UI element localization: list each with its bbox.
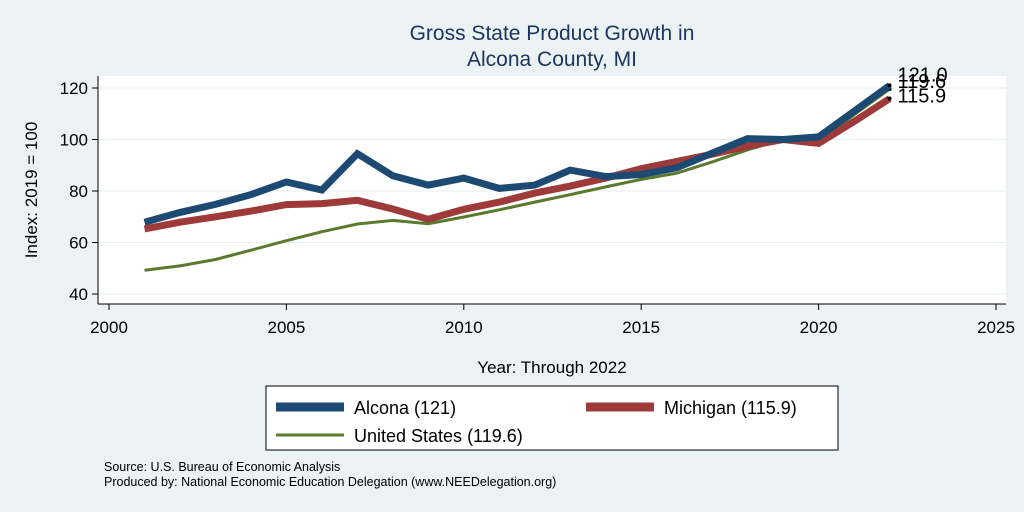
x-tick-label-2015: 2015 [622, 318, 660, 337]
y-tick-label-80: 80 [69, 182, 88, 201]
x-tick-label-2020: 2020 [800, 318, 838, 337]
y-tick-label-60: 60 [69, 234, 88, 253]
chart-title-line-1: Gross State Product Growth in [410, 22, 695, 45]
series-end-point-michigan [887, 96, 892, 101]
legend-label-michigan: Michigan (115.9) [664, 398, 797, 418]
series-end-point-alcona [887, 83, 892, 88]
legend-box [265, 385, 839, 451]
x-tick-label-2025: 2025 [977, 318, 1015, 337]
y-axis-label: Index: 2019 = 100 [22, 122, 41, 259]
end-label-united: 119.6 [898, 71, 947, 93]
x-tick-label-2000: 2000 [90, 318, 128, 337]
legend-label-alcona: Alcona (121) [354, 398, 456, 418]
legend-label-united-states: United States (119.6) [354, 426, 523, 446]
series-lines [143, 82, 892, 272]
source-note: Source: U.S. Bureau of Economic Analysis [104, 460, 341, 474]
end-label-alcona: 121.0 [898, 64, 948, 86]
y-tick-label-120: 120 [60, 79, 88, 98]
x-tick-label-2010: 2010 [445, 318, 483, 337]
y-tick-label-100: 100 [60, 131, 88, 150]
legend: Alcona (121) Michigan (115.9) United Sta… [265, 385, 839, 451]
produced-by-note: Produced by: National Economic Education… [104, 475, 557, 489]
x-tick-label-2005: 2005 [267, 318, 305, 337]
series-line-michigan [143, 95, 892, 233]
x-axis-label: Year: Through 2022 [477, 358, 626, 377]
axes: 40 60 80 100 120 2000 2005 2010 2015 2020 2025 [60, 76, 1015, 337]
end-label-michigan: 115.9 [898, 86, 947, 108]
y-tick-label-40: 40 [69, 285, 88, 304]
chart-title-line-2: Alcona County, MI [467, 48, 637, 71]
series-line-alcona [143, 82, 892, 226]
